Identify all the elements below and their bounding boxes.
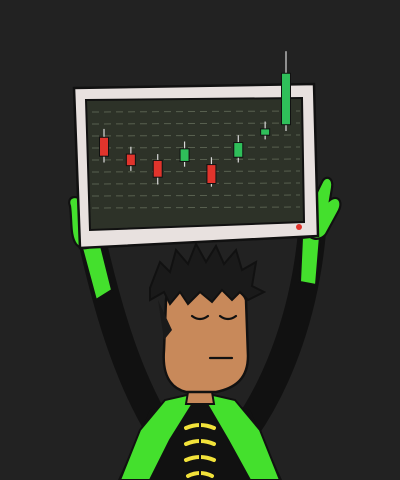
sideburn [158, 300, 172, 340]
grid-line [91, 158, 301, 161]
candle-up [179, 148, 190, 162]
right-sleeve-cuff [298, 234, 322, 287]
grid-line [91, 146, 301, 149]
face [162, 283, 250, 394]
left-eye-closed [190, 314, 210, 321]
candle-down [99, 136, 109, 157]
candle-down [125, 153, 136, 167]
monitor [72, 51, 320, 250]
power-led [296, 224, 302, 230]
monitor-screen [84, 96, 306, 232]
candle-up [260, 128, 271, 136]
grid-line [91, 110, 301, 113]
grid-line [91, 194, 301, 197]
candle-down [152, 159, 163, 178]
grid-line [91, 170, 301, 173]
grid-line [91, 206, 301, 209]
candle-up [281, 72, 291, 126]
grid-line [91, 182, 301, 185]
right-eye-closed [218, 314, 238, 321]
candle-up [233, 142, 244, 158]
collar-right [197, 390, 282, 480]
hair [149, 241, 267, 306]
collar-left [118, 390, 203, 480]
candle-down [206, 164, 217, 185]
chart-candles [99, 51, 291, 187]
